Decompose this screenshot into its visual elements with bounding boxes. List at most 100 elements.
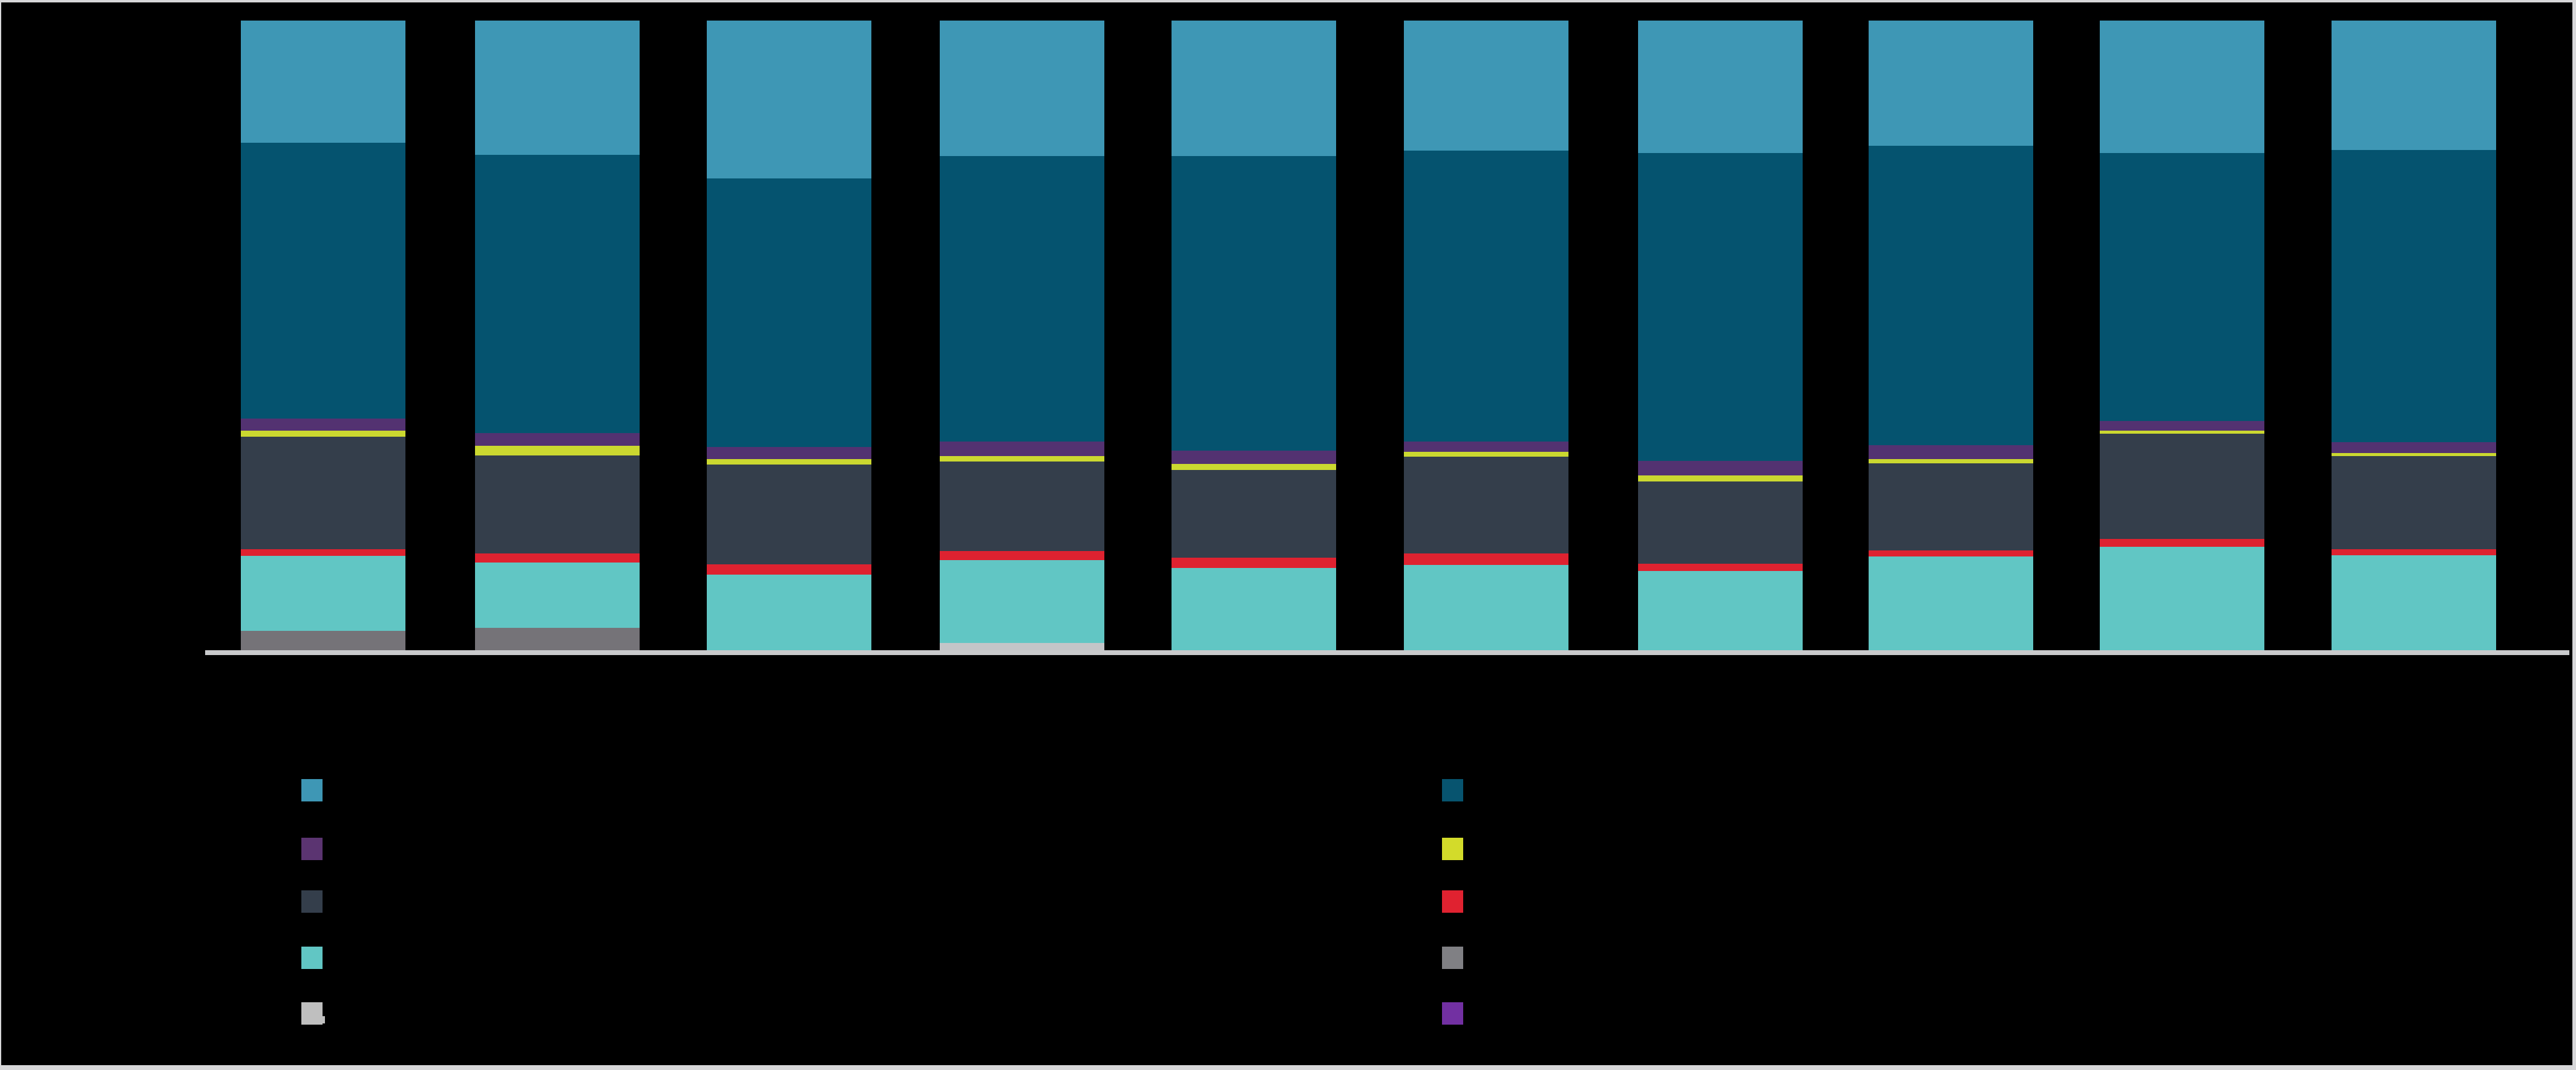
bar-8-segment-teal <box>1869 556 2033 650</box>
bar-10-segment-dark-purple <box>2332 442 2496 453</box>
bar-3-segment-light-blue <box>707 21 871 178</box>
stacked-bar-7 <box>1638 21 1803 650</box>
bar-1-segment-light-blue <box>241 21 405 143</box>
bar-2-segment-light-blue <box>475 21 640 155</box>
bar-10-segment-dark-slate <box>2332 456 2496 549</box>
legend-item <box>301 890 339 913</box>
bar-3-segment-teal <box>707 575 871 650</box>
bar-1-segment-dark-purple <box>241 419 405 431</box>
bar-2-segment-dark-slate <box>475 455 640 553</box>
bar-5-segment-light-blue <box>1172 21 1336 156</box>
bar-5-segment-dark-blue <box>1172 156 1336 451</box>
bar-3-segment-red <box>707 564 871 575</box>
bar-2-segment-gray-bottom <box>475 628 640 650</box>
bar-10-segment-yellow-green <box>2332 453 2496 456</box>
bar-8-segment-dark-blue <box>1869 146 2033 445</box>
bar-7-segment-dark-purple <box>1638 461 1803 475</box>
x-axis-line <box>205 650 2569 655</box>
bar-6-segment-red <box>1404 553 1568 565</box>
bar-7-segment-red <box>1638 564 1803 571</box>
bar-9-segment-dark-slate <box>2100 434 2264 539</box>
bar-5-segment-red <box>1172 558 1336 568</box>
bar-10-segment-teal <box>2332 555 2496 650</box>
dark-slate-swatch <box>301 890 323 913</box>
stacked-bar-3 <box>707 21 871 650</box>
bar-8-segment-red <box>1869 550 2033 556</box>
bar-5-segment-teal <box>1172 568 1336 650</box>
teal-swatch <box>301 946 323 969</box>
stacked-bar-9 <box>2100 21 2264 650</box>
dark-purple-swatch <box>301 837 323 860</box>
bar-8-segment-light-blue <box>1869 21 2033 146</box>
stacked-bar-8 <box>1869 21 2033 650</box>
bar-4-segment-light-blue <box>940 21 1104 156</box>
stacked-bar-5 <box>1172 21 1336 650</box>
yellow-green-swatch <box>1442 837 1463 860</box>
bright-purple-swatch <box>1442 1002 1463 1025</box>
canvas-edge-bottom <box>0 1065 2576 1070</box>
bar-5-segment-yellow-green <box>1172 464 1336 470</box>
bar-4-segment-silver-bottom <box>940 643 1104 650</box>
bar-2-segment-yellow-green <box>475 446 640 455</box>
bar-1-segment-yellow-green <box>241 431 405 437</box>
bar-7-segment-light-blue <box>1638 21 1803 153</box>
stacked-bar-6 <box>1404 21 1568 650</box>
bar-10-segment-red <box>2332 549 2496 555</box>
bar-4-segment-yellow-green <box>940 456 1104 462</box>
bar-4-segment-dark-purple <box>940 442 1104 456</box>
bar-2-segment-teal <box>475 563 640 628</box>
stacked-bar-10 <box>2332 21 2496 650</box>
legend-item <box>1442 1002 1480 1025</box>
legend <box>0 744 2576 1046</box>
bar-8-segment-yellow-green <box>1869 459 2033 463</box>
light-blue-swatch <box>301 778 323 801</box>
bar-4-segment-red <box>940 551 1104 560</box>
bar-10-segment-light-blue <box>2332 21 2496 150</box>
canvas-edge-right <box>2572 0 2576 1070</box>
bar-9-segment-dark-purple <box>2100 421 2264 431</box>
bar-8-segment-dark-purple <box>1869 445 2033 459</box>
bar-3-segment-dark-purple <box>707 447 871 459</box>
canvas-edge-top <box>0 0 2576 2</box>
bar-2-segment-dark-purple <box>475 433 640 446</box>
bar-6-segment-light-blue <box>1404 21 1568 151</box>
bar-9-segment-red <box>2100 539 2264 547</box>
dark-blue-swatch <box>1442 778 1463 801</box>
bar-2-segment-dark-blue <box>475 155 640 433</box>
bar-6-segment-yellow-green <box>1404 452 1568 457</box>
canvas-edge-left <box>0 0 1 1070</box>
bar-9-segment-yellow-green <box>2100 431 2264 434</box>
bar-6-segment-dark-slate <box>1404 457 1568 553</box>
bar-3-segment-dark-blue <box>707 178 871 447</box>
bar-8-segment-dark-slate <box>1869 463 2033 550</box>
bar-3-segment-yellow-green <box>707 459 871 465</box>
bar-5-segment-dark-slate <box>1172 470 1336 558</box>
bar-9-segment-light-blue <box>2100 21 2264 153</box>
bar-3-segment-dark-slate <box>707 465 871 564</box>
bar-1-segment-dark-blue <box>241 143 405 419</box>
stacked-bar-1 <box>241 21 405 650</box>
bar-7-segment-yellow-green <box>1638 475 1803 481</box>
bar-9-segment-dark-blue <box>2100 153 2264 421</box>
bar-9-segment-teal <box>2100 547 2264 650</box>
legend-item <box>301 837 339 860</box>
red-swatch <box>1442 890 1463 913</box>
legend-item <box>1442 946 1480 969</box>
bar-4-segment-teal <box>940 560 1104 643</box>
bar-5-segment-dark-purple <box>1172 451 1336 464</box>
bar-1-segment-dark-slate <box>241 437 405 549</box>
bar-4-segment-dark-slate <box>940 462 1104 551</box>
legend-item <box>1442 890 1480 913</box>
legend-item <box>301 946 339 969</box>
bar-1-segment-gray-bottom <box>241 631 405 650</box>
legend-item <box>1442 837 1480 860</box>
legend-item <box>1442 778 1480 801</box>
bar-7-segment-dark-slate <box>1638 481 1803 564</box>
bar-1-segment-teal <box>241 556 405 631</box>
mid-gray-swatch <box>1442 946 1463 969</box>
stacked-bar-2 <box>475 21 640 650</box>
bar-6-segment-dark-blue <box>1404 151 1568 442</box>
bar-7-segment-teal <box>1638 571 1803 650</box>
legend-item <box>301 778 339 801</box>
